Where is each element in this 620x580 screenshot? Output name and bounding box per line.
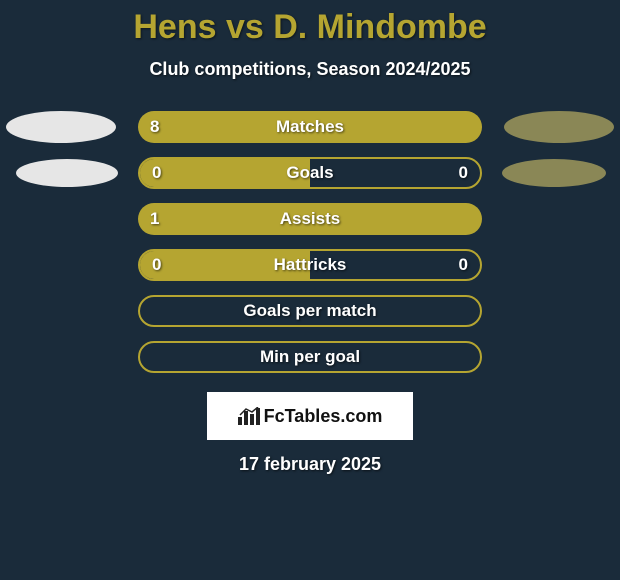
bar-chart-icon <box>238 407 260 425</box>
logo-text: FcTables.com <box>264 406 383 427</box>
stat-value-left: 1 <box>150 209 159 229</box>
date-text: 17 february 2025 <box>239 454 381 475</box>
stat-label: Hattricks <box>274 255 347 275</box>
stat-value-left: 0 <box>152 163 161 183</box>
logo-badge: FcTables.com <box>207 392 413 440</box>
stat-bar: Goals per match <box>138 295 482 327</box>
stat-bar: 1 Assists <box>138 203 482 235</box>
stat-row-goals: 0 Goals 0 <box>0 150 620 196</box>
player-ellipse-left <box>16 159 118 187</box>
player-ellipse-right <box>502 159 606 187</box>
stat-value-right: 0 <box>459 255 468 275</box>
stat-row-matches: 8 Matches <box>0 104 620 150</box>
stat-bar: 0 Goals 0 <box>138 157 482 189</box>
stat-value-left: 0 <box>152 255 161 275</box>
stat-row-gpm: Goals per match <box>0 288 620 334</box>
stat-row-mpg: Min per goal <box>0 334 620 380</box>
stat-bar-fill <box>140 159 310 187</box>
stat-value-right: 0 <box>459 163 468 183</box>
stat-bar: 8 Matches <box>138 111 482 143</box>
stat-bar: Min per goal <box>138 341 482 373</box>
stat-row-assists: 1 Assists <box>0 196 620 242</box>
stat-row-hattricks: 0 Hattricks 0 <box>0 242 620 288</box>
stat-label: Assists <box>280 209 340 229</box>
subtitle: Club competitions, Season 2024/2025 <box>149 59 470 80</box>
title: Hens vs D. Mindombe <box>133 8 486 47</box>
stat-label: Min per goal <box>260 347 360 367</box>
stat-value-left: 8 <box>150 117 159 137</box>
comparison-card: Hens vs D. Mindombe Club competitions, S… <box>0 0 620 475</box>
player-ellipse-right <box>504 111 614 143</box>
stat-label: Matches <box>276 117 344 137</box>
player-ellipse-left <box>6 111 116 143</box>
stat-bar: 0 Hattricks 0 <box>138 249 482 281</box>
stat-label: Goals per match <box>243 301 376 321</box>
stat-label: Goals <box>286 163 333 183</box>
